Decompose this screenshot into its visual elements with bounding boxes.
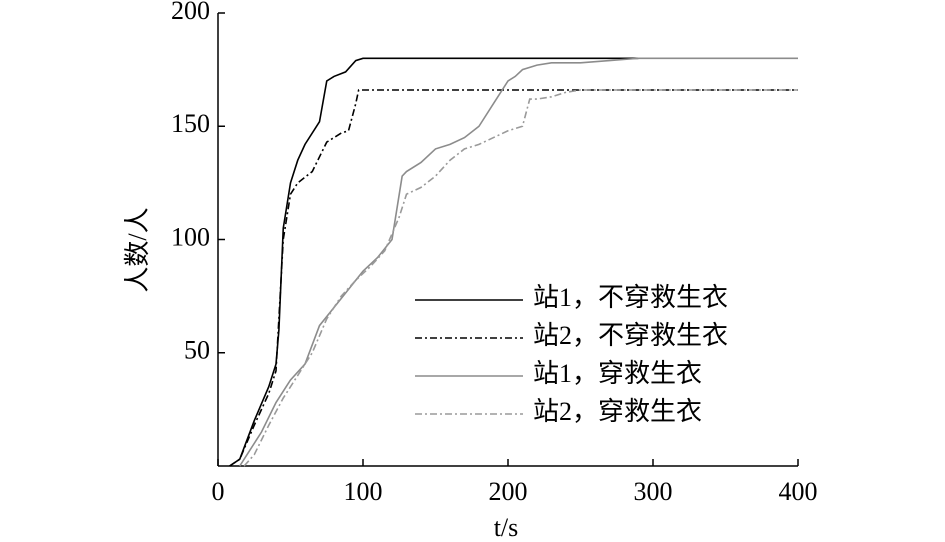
y-tick-label: 150 (171, 109, 210, 138)
legend-label: 站1，穿救生衣 (533, 359, 702, 388)
data-line (239, 57, 798, 467)
legend-label: 站2，不穿救生衣 (533, 321, 728, 350)
x-tick-label: 300 (634, 477, 673, 506)
data-line (243, 89, 798, 467)
data-line (229, 57, 639, 467)
legend-label: 站2，穿救生衣 (533, 397, 702, 426)
y-axis-label: 人数/人 (123, 207, 152, 292)
y-tick-label: 50 (184, 336, 210, 365)
x-tick-label: 400 (779, 477, 818, 506)
x-tick-label: 100 (344, 477, 383, 506)
y-tick-label: 100 (171, 222, 210, 251)
data-line (229, 89, 798, 467)
x-tick-label: 200 (489, 477, 528, 506)
x-tick-label: 0 (212, 477, 225, 506)
legend-label: 站1，不穿救生衣 (533, 283, 728, 312)
x-axis-label: t/s (494, 513, 519, 542)
y-tick-label: 200 (171, 0, 210, 25)
